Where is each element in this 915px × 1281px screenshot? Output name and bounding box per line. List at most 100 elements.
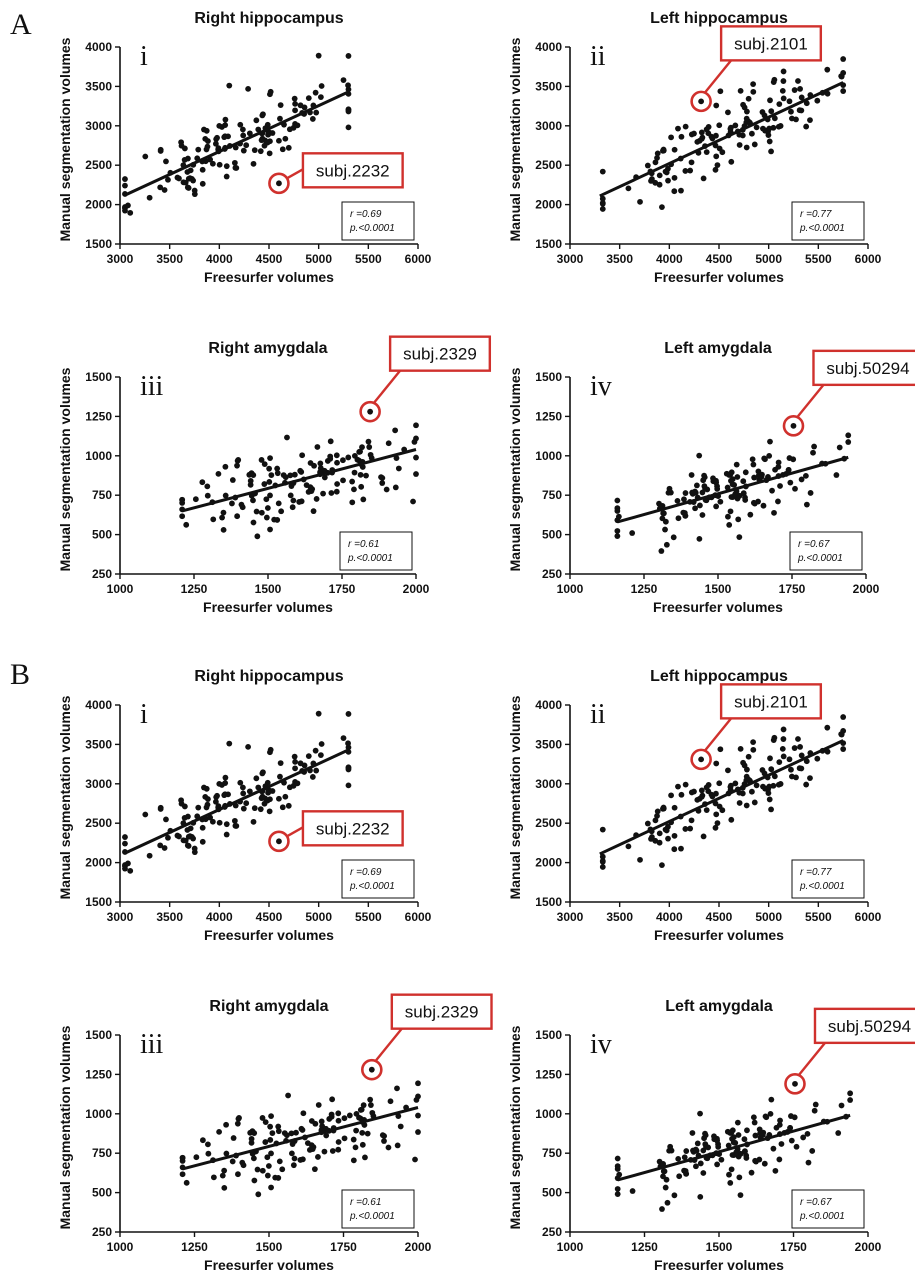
data-point xyxy=(312,1120,319,1127)
data-point xyxy=(689,490,696,497)
data-point xyxy=(748,1169,755,1176)
data-point xyxy=(688,817,695,824)
x-tick-label: 3500 xyxy=(156,252,183,266)
data-point xyxy=(364,1130,371,1137)
data-point xyxy=(356,1114,362,1121)
data-point xyxy=(239,126,246,133)
data-point xyxy=(625,843,632,850)
data-point xyxy=(770,1145,777,1152)
outlier-ring xyxy=(690,748,712,771)
x-tick-label: 1750 xyxy=(779,582,806,596)
data-point xyxy=(744,108,750,115)
data-point xyxy=(363,472,369,479)
data-point xyxy=(239,784,246,791)
data-point xyxy=(277,760,284,767)
data-point xyxy=(315,1154,321,1160)
data-point xyxy=(687,167,694,174)
panel-numeral: i xyxy=(140,41,148,72)
y-tick-label: 1000 xyxy=(535,1107,562,1121)
data-point xyxy=(697,1193,704,1200)
data-point xyxy=(266,808,273,815)
data-point xyxy=(713,102,720,109)
data-point xyxy=(740,101,746,108)
data-point xyxy=(378,474,384,481)
data-point xyxy=(798,94,805,101)
outlier-point xyxy=(790,422,797,429)
data-point xyxy=(318,741,325,747)
x-tick-label: 4000 xyxy=(206,252,233,266)
data-point xyxy=(804,1130,811,1137)
data-point xyxy=(350,1157,357,1164)
data-point xyxy=(335,1110,342,1117)
data-point xyxy=(250,519,257,526)
data-point xyxy=(259,793,266,800)
data-point xyxy=(163,158,169,165)
data-point xyxy=(807,117,813,123)
x-tick-label: 1750 xyxy=(330,1240,357,1254)
data-point xyxy=(637,198,643,205)
data-point xyxy=(267,88,274,95)
data-point xyxy=(671,804,678,811)
data-point xyxy=(614,528,621,534)
data-point xyxy=(743,802,750,809)
data-point xyxy=(803,123,810,130)
data-point xyxy=(369,1109,376,1116)
data-point xyxy=(614,1186,621,1192)
data-point xyxy=(675,783,681,790)
data-point xyxy=(215,145,222,152)
data-point xyxy=(625,185,632,192)
x-tick-label: 2000 xyxy=(403,582,430,596)
regression-line xyxy=(599,739,844,856)
data-point xyxy=(397,1123,404,1130)
data-point xyxy=(780,78,787,84)
data-point xyxy=(725,1142,732,1149)
data-point xyxy=(219,514,225,521)
data-point xyxy=(253,508,260,515)
stats-box xyxy=(791,1189,865,1229)
y-tick-label: 1500 xyxy=(85,370,112,384)
data-point xyxy=(178,139,185,146)
data-point xyxy=(269,788,276,794)
data-point xyxy=(279,146,286,153)
data-point xyxy=(203,127,210,134)
data-point xyxy=(614,1191,621,1198)
data-point xyxy=(656,181,663,188)
data-point xyxy=(294,122,301,129)
data-point xyxy=(257,806,264,813)
data-point xyxy=(202,135,209,142)
data-point xyxy=(678,791,685,798)
data-point xyxy=(779,745,786,752)
data-point xyxy=(240,132,247,139)
data-point xyxy=(385,440,392,447)
y-tick-label: 750 xyxy=(542,1146,562,1160)
x-axis-label: Freesurfer volumes xyxy=(654,1257,784,1273)
data-point xyxy=(678,187,684,194)
chart-title: Left amygdala xyxy=(664,340,772,357)
callout-label: subj.2329 xyxy=(403,345,477,364)
y-tick-label: 3500 xyxy=(85,79,112,93)
data-point xyxy=(199,180,206,187)
data-point xyxy=(199,166,206,173)
y-tick-label: 3000 xyxy=(535,777,562,791)
data-point xyxy=(654,808,661,815)
data-point xyxy=(193,1154,200,1161)
data-point xyxy=(659,1206,665,1212)
data-point xyxy=(712,824,719,831)
data-point xyxy=(742,469,749,476)
data-point xyxy=(736,534,743,540)
data-point xyxy=(274,465,281,472)
data-point xyxy=(807,775,813,781)
data-point xyxy=(255,784,262,791)
x-tick-label: 3500 xyxy=(606,910,633,924)
stats-text: r =0.61 xyxy=(348,539,379,550)
data-point xyxy=(737,1150,744,1157)
x-tick-label: 3500 xyxy=(156,910,183,924)
data-point xyxy=(654,154,660,161)
x-tick-label: 2000 xyxy=(855,1240,882,1254)
callout-leader xyxy=(374,1027,403,1062)
data-point xyxy=(222,780,229,787)
data-point xyxy=(751,799,758,806)
data-point xyxy=(340,457,346,464)
data-point xyxy=(728,124,734,131)
data-point xyxy=(775,498,781,505)
